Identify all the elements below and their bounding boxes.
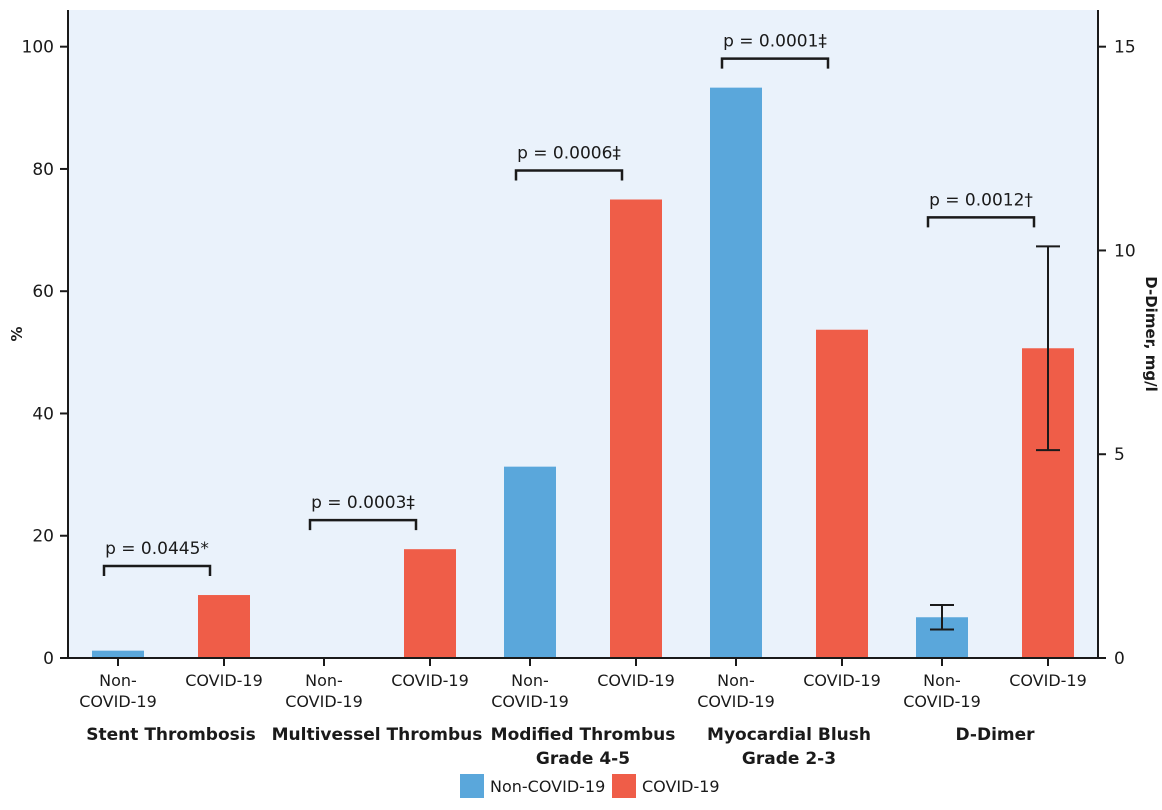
group-label: Multivessel Thrombus	[272, 725, 483, 745]
significance-bracket	[308, 518, 418, 531]
x-tick-label: COVID-19	[697, 692, 775, 711]
p-value-label: p = 0.0445*	[105, 539, 209, 559]
y-tick-label: 40	[32, 404, 54, 424]
plot-background	[68, 10, 1098, 658]
p-value-label: p = 0.0001‡	[723, 32, 827, 52]
y2-tick-label: 15	[1114, 38, 1136, 58]
group-label: D-Dimer	[955, 725, 1035, 745]
significance-bracket	[102, 564, 212, 577]
bar-covid	[816, 329, 868, 658]
significance-bracket	[926, 216, 1036, 228]
y-tick-label: 100	[22, 38, 54, 58]
y-tick-label: 60	[32, 282, 54, 302]
x-tick-label: COVID-19	[285, 692, 363, 711]
x-tick-label: COVID-19	[597, 671, 675, 690]
x-tick-label: Non-	[717, 671, 755, 690]
y2-tick-label: 0	[1114, 649, 1125, 669]
x-tick-label: Non-	[305, 671, 343, 690]
x-tick-label: COVID-19	[903, 692, 981, 711]
bar-covid	[404, 549, 456, 658]
group-label: Myocardial Blush	[707, 725, 871, 745]
y2-tick-label: 5	[1114, 445, 1125, 465]
legend-swatch	[612, 774, 636, 798]
group-label: Modified Thrombus	[491, 725, 676, 745]
p-value-label: p = 0.0012†	[929, 190, 1033, 210]
bar-non-covid	[92, 650, 144, 658]
legend-label: COVID-19	[642, 777, 720, 796]
y2-tick-label: 10	[1114, 241, 1136, 261]
x-tick-label: COVID-19	[1009, 671, 1087, 690]
x-tick-label: COVID-19	[491, 692, 569, 711]
group-label: Stent Thrombosis	[86, 725, 255, 745]
y-tick-label: 80	[32, 160, 54, 180]
group-label: Grade 4-5	[536, 749, 630, 769]
y-axis-title: %	[8, 326, 26, 341]
y-tick-label: 0	[43, 649, 54, 669]
significance-bracket	[514, 169, 624, 181]
x-tick-label: COVID-19	[79, 692, 157, 711]
p-value-label: p = 0.0003‡	[311, 493, 415, 513]
y-tick-label: 20	[32, 527, 54, 547]
bar-non-covid	[504, 466, 556, 658]
bar-covid	[610, 199, 662, 658]
y2-axis-title: D-Dimer, mg/l	[1142, 276, 1160, 391]
legend-swatch	[460, 774, 484, 798]
x-tick-label: COVID-19	[803, 671, 881, 690]
x-tick-label: COVID-19	[391, 671, 469, 690]
p-value-label: p = 0.0006‡	[517, 144, 621, 164]
x-tick-label: Non-	[923, 671, 961, 690]
x-tick-label: COVID-19	[185, 671, 263, 690]
x-tick-label: Non-	[99, 671, 137, 690]
bar-covid	[198, 595, 250, 658]
legend-label: Non-COVID-19	[490, 777, 605, 796]
group-label: Grade 2-3	[742, 749, 836, 769]
x-tick-label: Non-	[511, 671, 549, 690]
bar-non-covid	[710, 87, 762, 658]
significance-bracket	[720, 57, 830, 69]
